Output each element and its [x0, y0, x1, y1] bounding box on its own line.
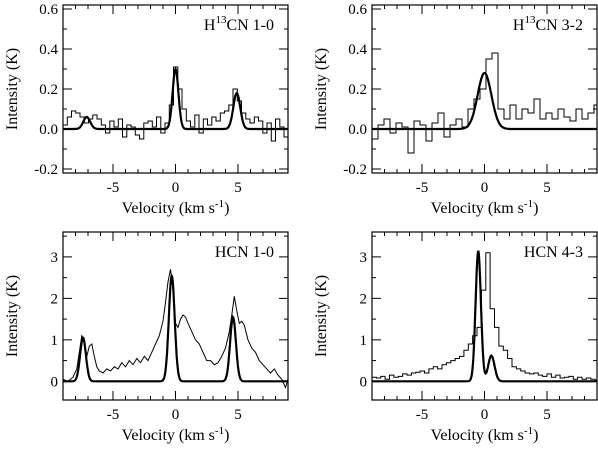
panel-4: -5 0 5 0 1 2 3 Velocity (km s-1) Intensity (K) HC… [313, 231, 598, 444]
plot-area [372, 52, 597, 154]
panel-3: -5 0 5 0 1 2 3 Velocity (km s-1) Intensity (K) HC… [4, 231, 289, 444]
y-tick-label: 0.4 [348, 42, 367, 58]
y-tick-label: 1 [51, 333, 59, 349]
y-tick-label: 0.0 [348, 122, 367, 138]
panel-2: -5 0 5 -0.2 0.0 0.2 0.4 0.6 Velocity (km s-1) Int… [313, 2, 598, 217]
y-tick-label: 2 [51, 291, 59, 307]
x-axis-label: Velocity (km s-1) [431, 425, 539, 444]
x-axis-label: Velocity (km s-1) [122, 425, 230, 444]
y-tick-label: 3 [51, 250, 59, 266]
x-tick-label: -5 [416, 180, 429, 196]
x-tick-label: 5 [234, 407, 242, 423]
y-tick-label: 0.2 [39, 82, 58, 98]
model-fit [63, 273, 288, 383]
model-fit [63, 66, 288, 131]
model-fit [372, 71, 597, 131]
x-axis-label: Velocity (km s-1) [431, 198, 539, 217]
panel-1: -5 0 5 -0.2 0.0 0.2 0.4 0.6 Velocity (km s-1) Int… [4, 2, 289, 217]
y-tick-label: 0 [51, 374, 59, 390]
y-tick-label: -0.2 [34, 162, 58, 178]
y-axis-label: Intensity (K) [313, 48, 330, 130]
panel-title: H13CN 3-2 [513, 14, 583, 34]
x-axis-label: Velocity (km s-1) [122, 198, 230, 217]
y-tick-label: -0.2 [343, 162, 367, 178]
plot-area [372, 250, 597, 383]
y-axis-label: Intensity (K) [313, 275, 330, 357]
x-tick-label: 5 [543, 407, 551, 423]
observed-spectrum [372, 52, 597, 154]
x-tick-label: 5 [234, 180, 242, 196]
y-tick-label: 1 [360, 333, 368, 349]
y-tick-label: 2 [360, 291, 368, 307]
x-tick-label: 0 [172, 407, 180, 423]
y-tick-label: 3 [360, 250, 368, 266]
plot-area [63, 269, 288, 390]
model-fit [372, 250, 597, 383]
y-tick-label: 0.4 [39, 42, 58, 58]
y-tick-label: 0.6 [348, 2, 367, 18]
panel-title: HCN 4-3 [524, 244, 583, 261]
y-tick-label: 0.2 [348, 82, 367, 98]
y-tick-label: 0.6 [39, 2, 58, 18]
x-tick-label: 0 [481, 407, 489, 423]
x-tick-label: -5 [107, 407, 120, 423]
x-tick-label: -5 [107, 180, 120, 196]
x-tick-label: 5 [543, 180, 551, 196]
y-tick-label: 0 [360, 374, 368, 390]
panel-title: H13CN 1-0 [204, 14, 274, 34]
plot-area [63, 66, 288, 142]
x-tick-label: 0 [481, 180, 489, 196]
y-axis-label: Intensity (K) [4, 48, 21, 130]
observed-spectrum [372, 252, 597, 381]
y-tick-label: 0.0 [39, 122, 58, 138]
x-tick-label: 0 [172, 180, 180, 196]
x-tick-label: -5 [416, 407, 429, 423]
y-axis-label: Intensity (K) [4, 275, 21, 357]
panel-title: HCN 1-0 [215, 244, 274, 261]
